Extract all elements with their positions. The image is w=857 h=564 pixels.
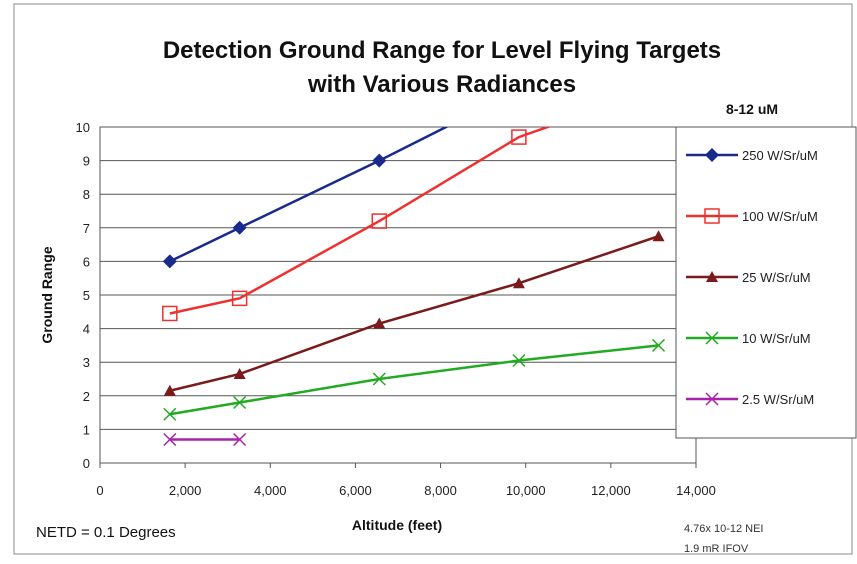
data-point xyxy=(652,230,665,242)
data-point xyxy=(372,153,387,168)
x-tick-label: 8,000 xyxy=(424,483,457,498)
netd-note: NETD = 0.1 Degrees xyxy=(36,524,176,541)
legend-label: 2.5 W/Sr/uM xyxy=(742,392,814,407)
data-point xyxy=(233,432,247,447)
data-point xyxy=(372,372,386,386)
y-tick-label: 10 xyxy=(76,120,90,135)
legend-entry: 250 W/Sr/uM xyxy=(686,148,818,163)
data-point xyxy=(163,432,177,447)
series-1 xyxy=(162,127,449,269)
data-point xyxy=(705,331,719,345)
data-point xyxy=(163,407,177,421)
legend-box xyxy=(675,126,857,439)
data-point xyxy=(232,220,247,235)
data-point xyxy=(511,129,527,145)
x-tick-label: 6,000 xyxy=(339,483,372,498)
data-point xyxy=(233,395,247,410)
series-layer xyxy=(162,127,666,447)
y-tick-label: 9 xyxy=(83,154,90,169)
y-tick-label: 8 xyxy=(83,187,90,202)
data-point xyxy=(373,317,386,329)
y-axis: 0 1 2 3 4 5 6 7 8 9 10 xyxy=(76,120,90,471)
data-point xyxy=(162,254,177,269)
y-axis-label: Ground Range xyxy=(39,246,55,343)
legend-label: 250 W/Sr/uM xyxy=(742,148,818,163)
y-tick-label: 5 xyxy=(83,288,90,303)
data-point xyxy=(706,271,718,282)
y-tick-label: 6 xyxy=(83,254,90,269)
data-point xyxy=(512,353,526,368)
series-line xyxy=(169,127,552,315)
series-4 xyxy=(163,338,666,421)
y-tick-label: 3 xyxy=(83,355,90,370)
legend-label: 10 W/Sr/uM xyxy=(742,331,811,346)
series-5 xyxy=(163,432,247,447)
gridlines xyxy=(100,126,696,464)
legend-label: 25 W/Sr/uM xyxy=(742,270,811,285)
x-tick-label: 12,000 xyxy=(591,483,631,498)
data-point xyxy=(705,148,719,162)
x-axis-label: Altitude (feet) xyxy=(352,517,442,533)
band-label: 8-12 uM xyxy=(726,101,778,117)
y-tick-label: 1 xyxy=(83,422,90,437)
legend-entry: 2.5 W/Sr/uM xyxy=(686,392,814,407)
x-tick-label: 0 xyxy=(96,483,103,498)
legend-label: 100 W/Sr/uM xyxy=(742,209,818,224)
legend-entry: 25 W/Sr/uM xyxy=(686,270,811,285)
x-tick-label: 2,000 xyxy=(169,483,202,498)
data-point xyxy=(512,277,525,289)
data-point xyxy=(705,392,719,406)
data-point xyxy=(163,384,176,396)
y-tick-label: 7 xyxy=(83,221,90,236)
series-3 xyxy=(163,230,665,396)
series-2 xyxy=(162,127,552,322)
chart-title-line-1: Detection Ground Range for Level Flying … xyxy=(163,37,721,64)
data-point xyxy=(233,367,246,379)
y-tick-label: 2 xyxy=(83,389,90,404)
data-point xyxy=(371,213,388,229)
y-tick-label: 4 xyxy=(83,322,90,337)
x-tick-label: 14,000 xyxy=(676,483,716,498)
chart-title-line-2: with Various Radiances xyxy=(307,71,576,98)
data-point xyxy=(231,290,248,307)
legend-entry: 10 W/Sr/uM xyxy=(686,331,811,346)
ifov-note: 1.9 mR IFOV xyxy=(684,543,749,555)
nei-note: 4.76x 10-12 NEI xyxy=(684,523,764,535)
x-tick-label: 4,000 xyxy=(254,483,287,498)
x-tick-label: 10,000 xyxy=(506,483,546,498)
data-point xyxy=(652,338,666,352)
data-point xyxy=(704,208,720,224)
legend-entry: 100 W/Sr/uM xyxy=(686,208,818,224)
series-line xyxy=(169,127,449,263)
legend: 250 W/Sr/uM 100 W/Sr/uM 25 W/Sr/uM 10 W/Sr/… xyxy=(686,148,818,407)
data-point xyxy=(162,305,178,322)
x-axis: 0 2,000 4,000 6,000 8,000 10,000 12,000 14,000 xyxy=(96,463,716,498)
y-tick-label: 0 xyxy=(83,456,90,471)
